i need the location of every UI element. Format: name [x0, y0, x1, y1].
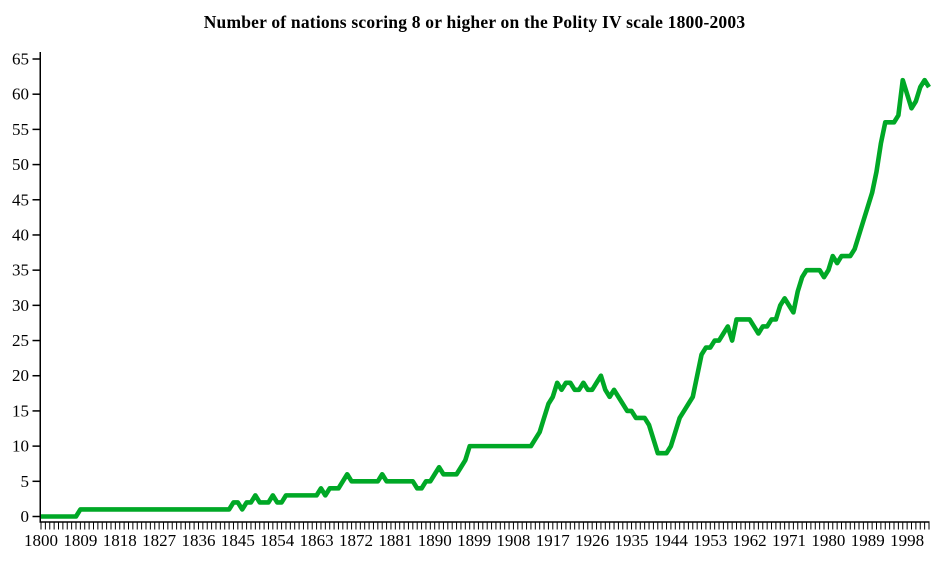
x-axis-tick-label: 1818: [103, 531, 137, 550]
x-axis-tick-label: 1935: [615, 531, 649, 550]
y-axis-tick-label: 20: [12, 366, 29, 385]
y-axis-tick-label: 10: [12, 437, 29, 456]
x-axis-tick-label: 1908: [496, 531, 530, 550]
x-axis-tick-label: 1962: [733, 531, 767, 550]
x-axis-tick-label: 1944: [654, 531, 689, 550]
x-axis-tick-label: 1899: [457, 531, 491, 550]
y-axis-tick-label: 60: [12, 85, 29, 104]
x-axis-tick-label: 1989: [851, 531, 885, 550]
y-axis-tick-label: 5: [21, 472, 30, 491]
x-axis-tick-label: 1953: [693, 531, 727, 550]
y-axis-tick-label: 15: [12, 401, 29, 420]
x-axis-tick-label: 1917: [536, 531, 571, 550]
y-axis-tick-label: 45: [12, 190, 29, 209]
x-axis-tick-label: 1971: [772, 531, 806, 550]
y-axis-tick-label: 30: [12, 296, 29, 315]
y-axis-tick-label: 35: [12, 261, 29, 280]
chart-title: Number of nations scoring 8 or higher on…: [203, 12, 746, 32]
y-axis-tick-label: 55: [12, 120, 29, 139]
data-series-line: [41, 77, 931, 519]
x-axis-tick-label: 1872: [339, 531, 373, 550]
x-axis-tick-label: 1800: [24, 531, 58, 550]
x-axis-tick-label: 1845: [221, 531, 255, 550]
x-axis-tick-label: 1980: [811, 531, 845, 550]
y-axis-tick-label: 0: [21, 507, 30, 526]
x-axis-tick-label: 1836: [181, 531, 215, 550]
y-axis-tick-label: 65: [12, 50, 29, 69]
x-axis-tick-label: 1998: [890, 531, 924, 550]
x-axis-tick-label: 1827: [142, 531, 177, 550]
y-axis-tick-label: 25: [12, 331, 29, 350]
y-axis-tick-label: 50: [12, 155, 29, 174]
y-axis-tick-label: 40: [12, 225, 29, 244]
x-axis-tick-label: 1890: [418, 531, 452, 550]
x-axis-tick-label: 1854: [260, 531, 295, 550]
x-axis-tick-label: 1809: [63, 531, 97, 550]
x-axis-tick-label: 1926: [575, 531, 609, 550]
x-axis-tick-label: 1863: [300, 531, 334, 550]
x-axis-tick-label: 1881: [378, 531, 412, 550]
